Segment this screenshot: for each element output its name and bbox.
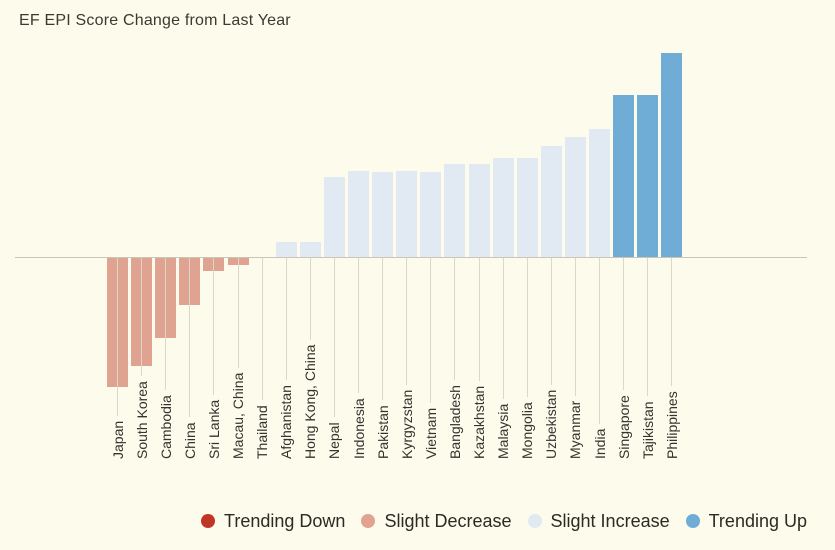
x-axis-label-tajikistan: Tajikistan xyxy=(639,401,656,459)
bar-hong-kong-china xyxy=(299,242,321,257)
legend-dot-trending-up xyxy=(685,514,700,528)
bar-kyrgyzstan xyxy=(396,171,418,257)
bar-kazakhstan xyxy=(468,164,490,257)
tick-line-kazakhstan xyxy=(478,258,480,381)
x-axis-label-cambodia: Cambodia xyxy=(157,395,174,459)
tick-line-uzbekistan xyxy=(550,258,552,385)
tick-line-tajikistan xyxy=(647,258,649,396)
x-axis-label-indonesia: Indonesia xyxy=(350,398,367,459)
bar-afghanistan xyxy=(275,242,297,257)
x-axis-label-south-korea: South Korea xyxy=(133,381,150,459)
x-axis-label-india: India xyxy=(591,428,608,459)
tick-line-cambodia xyxy=(165,258,167,390)
bar-india xyxy=(589,129,610,257)
tick-line-philippines xyxy=(671,258,673,386)
x-axis-baseline xyxy=(15,257,807,258)
legend-label-trending-up: Trending Up xyxy=(708,511,807,531)
x-axis-label-malaysia: Malaysia xyxy=(495,403,512,459)
tick-line-kyrgyzstan xyxy=(406,258,408,385)
tick-line-sri-lanka xyxy=(213,258,215,395)
x-axis-label-singapore: Singapore xyxy=(615,395,632,459)
tick-line-singapore xyxy=(623,258,625,390)
tick-line-thailand xyxy=(261,258,263,400)
x-axis-label-thailand: Thailand xyxy=(254,405,271,459)
chart-title: EF EPI Score Change from Last Year xyxy=(19,12,291,29)
bar-malaysia xyxy=(492,158,514,257)
x-axis-label-pakistan: Pakistan xyxy=(374,405,391,459)
tick-line-india xyxy=(599,258,600,424)
bar-singapore xyxy=(613,95,635,257)
tick-line-pakistan xyxy=(382,258,384,400)
tick-line-afghanistan xyxy=(285,258,287,380)
legend-item-slight-decrease: Slight Decrease xyxy=(361,511,512,531)
x-axis-label-vietnam: Vietnam xyxy=(422,407,439,459)
legend-label-slight-increase: Slight Increase xyxy=(550,511,670,531)
bar-myanmar xyxy=(564,137,586,257)
x-axis-label-kazakhstan: Kazakhstan xyxy=(471,385,487,459)
tick-line-indonesia xyxy=(358,258,359,393)
x-axis-label-kyrgyzstan: Kyrgyzstan xyxy=(398,389,415,459)
x-axis-label-china: China xyxy=(181,422,198,459)
tick-line-south-korea xyxy=(141,258,143,376)
bar-tajikistan xyxy=(637,95,659,257)
tick-line-japan xyxy=(117,258,118,416)
x-axis-label-myanmar: Myanmar xyxy=(567,400,584,459)
tick-line-hong-kong-china xyxy=(309,258,311,340)
x-axis-label-uzbekistan: Uzbekistan xyxy=(543,389,560,459)
bar-bangladesh xyxy=(444,164,466,257)
tick-line-china xyxy=(189,258,191,417)
x-axis-label-japan: Japan xyxy=(109,420,126,459)
x-axis-label-bangladesh: Bangladesh xyxy=(446,385,463,459)
bar-indonesia xyxy=(348,171,369,257)
bar-nepal xyxy=(323,177,345,257)
bar-philippines xyxy=(661,53,683,257)
x-axis-label-macau-china: Macau, China xyxy=(230,372,246,459)
legend-dot-trending-down xyxy=(201,514,216,528)
tick-line-macau-china xyxy=(237,258,239,368)
chart-legend: Trending Down Slight Decrease Slight Incre… xyxy=(0,507,807,535)
tick-line-malaysia xyxy=(502,258,504,399)
x-axis-label-philippines: Philippines xyxy=(663,391,680,459)
legend-dot-slight-increase xyxy=(527,514,542,528)
legend-item-slight-increase: Slight Increase xyxy=(527,511,670,531)
x-axis-label-sri-lanka: Sri Lanka xyxy=(205,399,222,459)
bar-pakistan xyxy=(372,172,394,257)
legend-item-trending-up: Trending Up xyxy=(685,511,807,531)
x-axis-label-nepal: Nepal xyxy=(326,422,343,459)
tick-line-mongolia xyxy=(526,258,528,397)
bar-uzbekistan xyxy=(540,146,562,257)
x-axis-label-afghanistan: Afghanistan xyxy=(278,385,295,459)
legend-label-slight-decrease: Slight Decrease xyxy=(384,511,512,531)
legend-item-trending-down: Trending Down xyxy=(201,511,345,531)
x-axis-label-hong-kong-china: Hong Kong, China xyxy=(302,344,319,459)
bar-vietnam xyxy=(420,172,442,257)
tick-line-vietnam xyxy=(430,258,432,403)
tick-line-nepal xyxy=(333,258,335,417)
legend-label-trending-down: Trending Down xyxy=(224,511,346,531)
legend-dot-slight-decrease xyxy=(361,514,376,528)
bar-mongolia xyxy=(516,158,538,257)
tick-line-bangladesh xyxy=(454,258,456,380)
tick-line-myanmar xyxy=(574,258,576,396)
x-axis-label-mongolia: Mongolia xyxy=(519,402,536,459)
